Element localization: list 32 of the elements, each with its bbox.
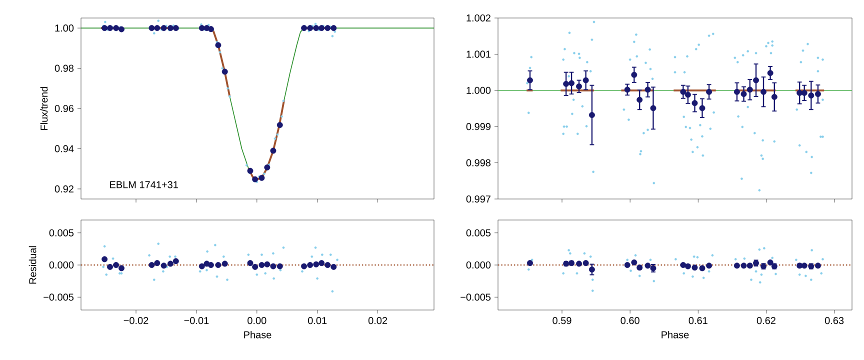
- y-tick-label: 0.92: [54, 185, 74, 192]
- y-tick-label: 0.999: [466, 123, 491, 130]
- y-tick-label: 0.997: [466, 195, 490, 203]
- x-axis-title: Phase: [662, 330, 689, 338]
- x-tick-label: 0.60: [620, 317, 640, 324]
- x-tick-label: 0.01: [308, 317, 327, 324]
- x-tick-label: 0.00: [248, 317, 266, 324]
- y-tick-label: 1.000: [466, 86, 491, 94]
- x-tick-label: 0.59: [552, 317, 572, 324]
- y-tick-label: 0.98: [54, 64, 74, 72]
- x-tick-label: 0.62: [756, 317, 776, 324]
- annotation: EBLM 1741+31: [110, 181, 178, 188]
- y-tick-label: 0.94: [54, 145, 74, 152]
- y-tick-label: 0.005: [49, 229, 74, 236]
- y-tick-label: 1.002: [466, 14, 490, 22]
- y-tick-label: 0.005: [466, 229, 491, 236]
- y-tick-label: 0.000: [49, 261, 74, 269]
- y-tick-label: 1.001: [466, 50, 490, 58]
- y-tick-label: −0.005: [460, 294, 491, 301]
- x-tick-label: 0.61: [688, 317, 708, 324]
- y-axis-title: Flux/trend: [40, 86, 48, 130]
- x-tick-label: 0.63: [824, 317, 844, 324]
- y-tick-label: 1.00: [55, 24, 74, 32]
- x-tick-label: 0.02: [368, 317, 388, 324]
- y-tick-label: 0.96: [54, 104, 74, 112]
- y-tick-label: −0.005: [44, 294, 74, 301]
- y-tick-label: 0.998: [466, 159, 491, 166]
- y-tick-label: 0.000: [466, 261, 491, 269]
- x-tick-label: −0.01: [184, 317, 209, 324]
- x-tick-label: −0.02: [124, 317, 148, 324]
- y-axis-title: Residual: [28, 246, 36, 284]
- x-axis-title: Phase: [244, 330, 272, 338]
